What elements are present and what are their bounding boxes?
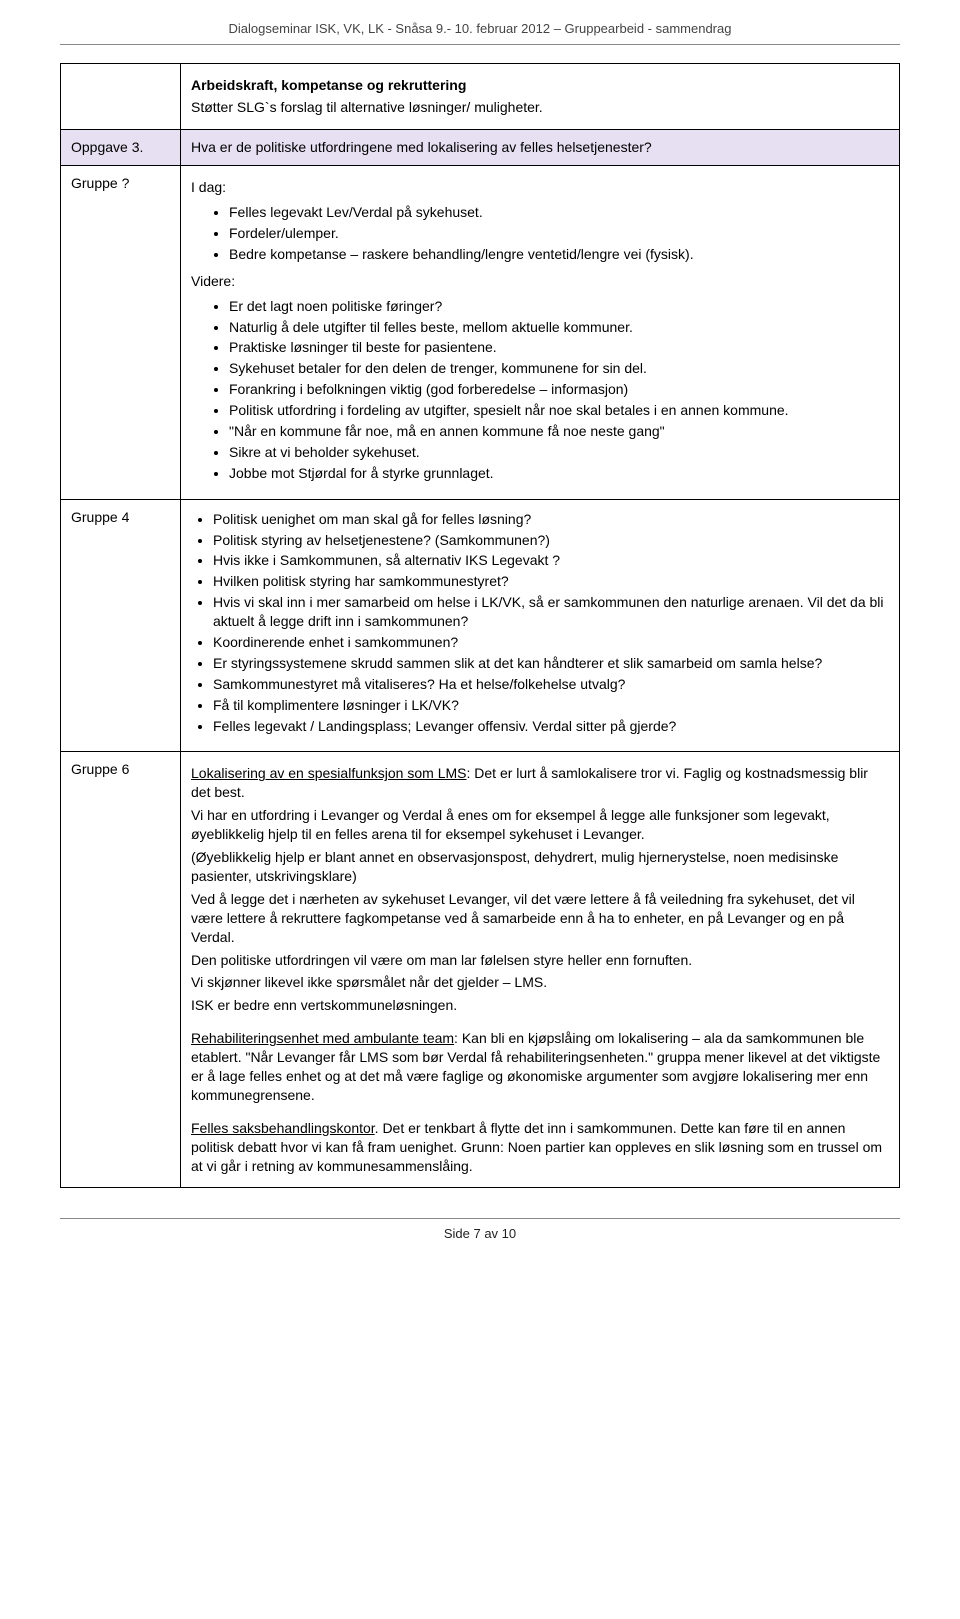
table-row: Arbeidskraft, kompetanse og rekruttering… <box>61 63 900 130</box>
underlined-text: Lokalisering av en spesialfunksjon som L… <box>191 765 466 781</box>
list-item: Naturlig å dele utgifter til felles best… <box>229 318 889 337</box>
list-item: "Når en kommune får noe, må en annen kom… <box>229 422 889 441</box>
row-label: Oppgave 3. <box>61 130 181 166</box>
list-item: Praktiske løsninger til beste for pasien… <box>229 338 889 357</box>
page-footer: Side 7 av 10 <box>60 1225 900 1243</box>
list-item: Hvilken politisk styring har samkommunes… <box>213 572 889 591</box>
row-label: Gruppe ? <box>61 166 181 499</box>
list-item: Hvis vi skal inn i mer samarbeid om hels… <box>213 593 889 631</box>
list-item: Politisk uenighet om man skal gå for fel… <box>213 510 889 529</box>
list-item: Bedre kompetanse – raskere behandling/le… <box>229 245 889 264</box>
body-text: Felles saksbehandlingskontor. Det er ten… <box>191 1119 889 1176</box>
row-content: Lokalisering av en spesialfunksjon som L… <box>181 752 900 1188</box>
body-text: Vi har en utfordring i Levanger og Verda… <box>191 806 889 844</box>
body-text: Vi skjønner likevel ikke spørsmålet når … <box>191 973 889 992</box>
body-text: (Øyeblikkelig hjelp er blant annet en ob… <box>191 848 889 886</box>
row-label: Gruppe 4 <box>61 499 181 752</box>
list-item: Politisk styring av helsetjenestene? (Sa… <box>213 531 889 550</box>
row-label: Gruppe 6 <box>61 752 181 1188</box>
list-item: Er det lagt noen politiske føringer? <box>229 297 889 316</box>
bullet-list: Felles legevakt Lev/Verdal på sykehuset.… <box>229 203 889 264</box>
list-item: Fordeler/ulemper. <box>229 224 889 243</box>
row-content: I dag: Felles legevakt Lev/Verdal på syk… <box>181 166 900 499</box>
list-item: Koordinerende enhet i samkommunen? <box>213 633 889 652</box>
footer-underline: Side 7 av 10 <box>60 1218 900 1243</box>
table-row: Gruppe ? I dag: Felles legevakt Lev/Verd… <box>61 166 900 499</box>
list-item: Sikre at vi beholder sykehuset. <box>229 443 889 462</box>
body-text: ISK er bedre enn vertskommuneløsningen. <box>191 996 889 1015</box>
body-text: Støtter SLG`s forslag til alternative lø… <box>191 98 889 117</box>
body-text: Ved å legge det i nærheten av sykehuset … <box>191 890 889 947</box>
bullet-list: Politisk uenighet om man skal gå for fel… <box>213 510 889 736</box>
list-item: Er styringssystemene skrudd sammen slik … <box>213 654 889 673</box>
row-label <box>61 63 181 130</box>
table-row: Gruppe 6 Lokalisering av en spesialfunks… <box>61 752 900 1188</box>
list-item: Få til komplimentere løsninger i LK/VK? <box>213 696 889 715</box>
row-content: Arbeidskraft, kompetanse og rekruttering… <box>181 63 900 130</box>
list-item: Samkommunestyret må vitaliseres? Ha et h… <box>213 675 889 694</box>
row-content: Hva er de politiske utfordringene med lo… <box>181 130 900 166</box>
list-item: Felles legevakt / Landingsplass; Levange… <box>213 717 889 736</box>
underlined-text: Felles saksbehandlingskontor <box>191 1120 375 1136</box>
list-item: Hvis ikke i Samkommunen, så alternativ I… <box>213 551 889 570</box>
subhead: Videre: <box>191 272 889 291</box>
page-header: Dialogseminar ISK, VK, LK - Snåsa 9.- 10… <box>60 20 900 38</box>
list-item: Felles legevakt Lev/Verdal på sykehuset. <box>229 203 889 222</box>
table-row: Oppgave 3. Hva er de politiske utfordrin… <box>61 130 900 166</box>
table-row: Gruppe 4 Politisk uenighet om man skal g… <box>61 499 900 752</box>
list-item: Sykehuset betaler for den delen de treng… <box>229 359 889 378</box>
body-text: Rehabiliteringsenhet med ambulante team:… <box>191 1029 889 1105</box>
list-item: Politisk utfordring i fordeling av utgif… <box>229 401 889 420</box>
body-text: Lokalisering av en spesialfunksjon som L… <box>191 764 889 802</box>
subhead: I dag: <box>191 178 889 197</box>
list-item: Forankring i befolkningen viktig (god fo… <box>229 380 889 399</box>
list-item: Jobbe mot Stjørdal for å styrke grunnlag… <box>229 464 889 483</box>
section-bold-title: Arbeidskraft, kompetanse og rekruttering <box>191 76 889 95</box>
document-table: Arbeidskraft, kompetanse og rekruttering… <box>60 63 900 1189</box>
body-text: Den politiske utfordringen vil være om m… <box>191 951 889 970</box>
bullet-list: Er det lagt noen politiske føringer? Nat… <box>229 297 889 483</box>
row-content: Politisk uenighet om man skal gå for fel… <box>181 499 900 752</box>
underlined-text: Rehabiliteringsenhet med ambulante team <box>191 1030 454 1046</box>
header-underline <box>60 44 900 45</box>
